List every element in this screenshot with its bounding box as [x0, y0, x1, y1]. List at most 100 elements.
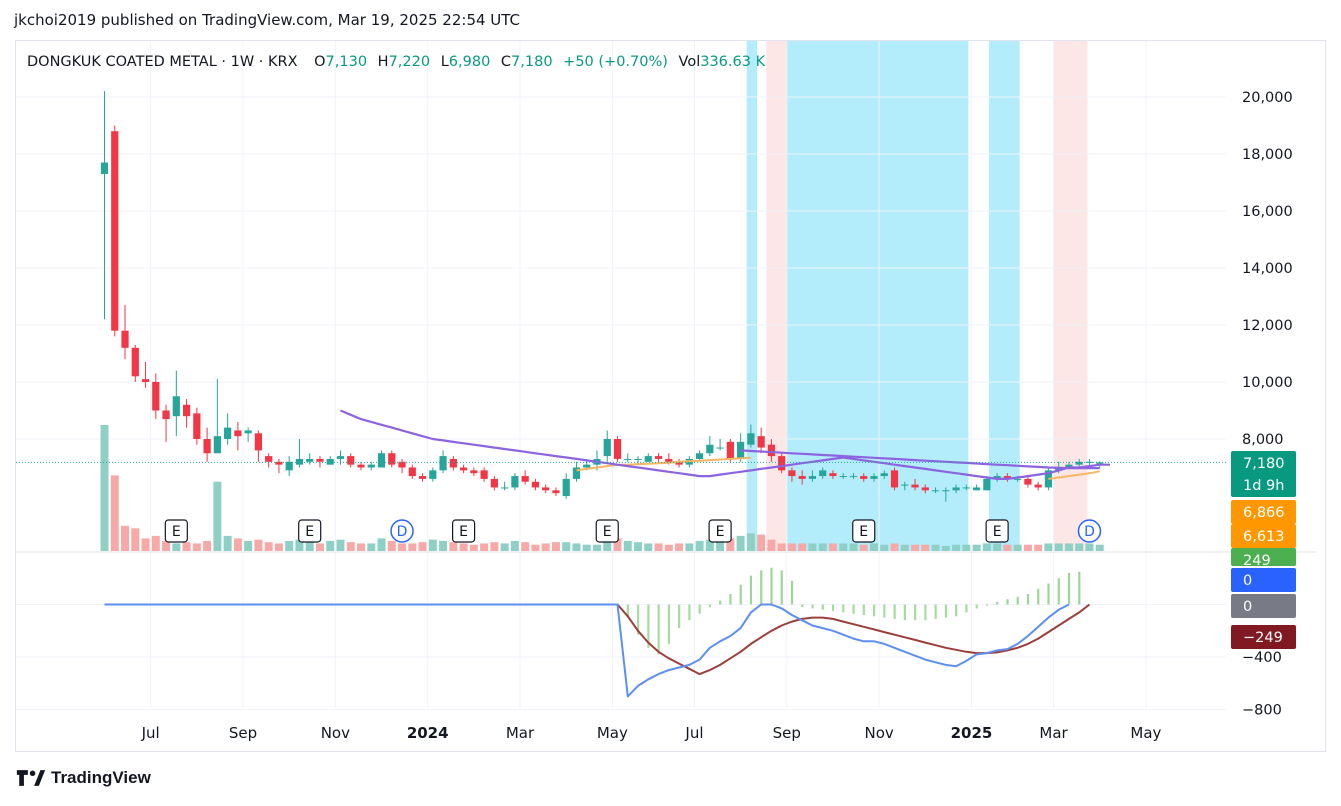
macd-histogram-bar [801, 604, 804, 608]
signal-value-badge: −249 [1231, 625, 1296, 649]
volume-bar [357, 543, 365, 551]
candle-body [952, 487, 960, 491]
candle-body [388, 453, 396, 465]
moving-average-orange [576, 456, 751, 472]
time-tick-label: Nov [864, 724, 893, 742]
event-marker-label: E [716, 524, 725, 540]
candle-body [254, 433, 262, 451]
symbol-label[interactable]: DONGKUK COATED METAL · 1W · KRX [27, 54, 298, 70]
candle-body [767, 444, 775, 457]
macd-histogram-bar [780, 570, 783, 605]
candle [244, 427, 252, 442]
volume-bar [203, 540, 212, 551]
volume-bar [962, 544, 971, 551]
event-marker-label: D [1084, 524, 1095, 540]
candle-body [265, 456, 273, 462]
candle-body [1003, 476, 1011, 479]
candle-body [1055, 467, 1063, 471]
volume-bar [182, 542, 191, 551]
candle-body [336, 456, 345, 459]
candle-body [654, 456, 663, 459]
macd-hist-badge-bg [1231, 548, 1296, 566]
candle-body [377, 453, 386, 468]
volume-bar [387, 540, 396, 551]
candle-body [1075, 461, 1083, 465]
candle-body [449, 458, 457, 468]
candle [767, 439, 775, 462]
volume-bar [244, 540, 253, 551]
event-marker-label: E [859, 524, 868, 540]
candle-body [347, 456, 355, 465]
signal-value-badge-text: −249 [1243, 630, 1283, 646]
candle [942, 487, 950, 502]
candle [931, 487, 940, 494]
candle-body [726, 441, 734, 459]
macd-histogram-bar [862, 604, 865, 615]
candle [788, 467, 796, 482]
candle [819, 467, 827, 479]
candle [778, 453, 786, 474]
earnings-marker-box [708, 519, 732, 543]
macd-value-badge: 0 [1231, 568, 1296, 592]
price-tick-label: 10,000 [1242, 375, 1293, 391]
candle-body [993, 476, 1001, 479]
candle [357, 461, 365, 471]
candle-body [808, 476, 817, 479]
candle [377, 450, 386, 468]
volume-bar [972, 544, 981, 551]
tradingview-brand[interactable]: TradingView [15, 767, 151, 789]
macd-histogram-bar [914, 604, 917, 621]
candle [1075, 458, 1083, 468]
candle-body [203, 439, 211, 454]
candle-body [316, 458, 324, 462]
earnings-marker: E [985, 519, 1009, 543]
candle-body [224, 427, 232, 439]
candle-body [634, 458, 642, 460]
candle [285, 456, 293, 477]
candle [490, 476, 498, 491]
candle-body [295, 458, 304, 465]
volume-bar [500, 543, 509, 551]
volume-bar [223, 535, 232, 551]
macd-histogram-bar [985, 604, 989, 606]
candle-body [182, 404, 191, 417]
candle-body [121, 330, 129, 348]
candle-body [973, 487, 981, 491]
candle [182, 399, 191, 428]
candle-body [870, 476, 878, 479]
candle [418, 473, 427, 482]
candle-body [111, 131, 119, 331]
candle-body [193, 413, 201, 439]
earnings-marker: E [164, 519, 188, 543]
candle-body [306, 458, 314, 462]
candle [203, 427, 211, 462]
candle-body [1096, 462, 1104, 464]
candle-body [1014, 478, 1022, 480]
macd-histogram-bar [678, 604, 681, 629]
candle-body [285, 461, 293, 471]
event-marker-label: E [603, 524, 612, 540]
candle [973, 484, 981, 491]
candle [706, 436, 714, 457]
earnings-marker: E [595, 519, 619, 543]
highlight-band [746, 41, 758, 551]
candle [100, 91, 109, 320]
volume-bar [777, 543, 786, 551]
candle [234, 421, 242, 451]
volume-label: Vol [678, 54, 701, 70]
candle [829, 470, 837, 479]
candle-body [460, 467, 468, 471]
close-label: C [500, 54, 512, 70]
candle [152, 373, 160, 420]
candle [1003, 473, 1011, 482]
ma-value-badge-text: 6,866 [1243, 505, 1285, 521]
volume-bar [726, 538, 735, 551]
volume-bar [767, 539, 776, 551]
low-value: 6,980 [448, 54, 491, 70]
earnings-marker-box [164, 519, 188, 543]
dividend-marker: D [1077, 519, 1102, 543]
volume-bar [141, 538, 150, 551]
candle [572, 461, 581, 482]
volume-bar [326, 540, 335, 551]
